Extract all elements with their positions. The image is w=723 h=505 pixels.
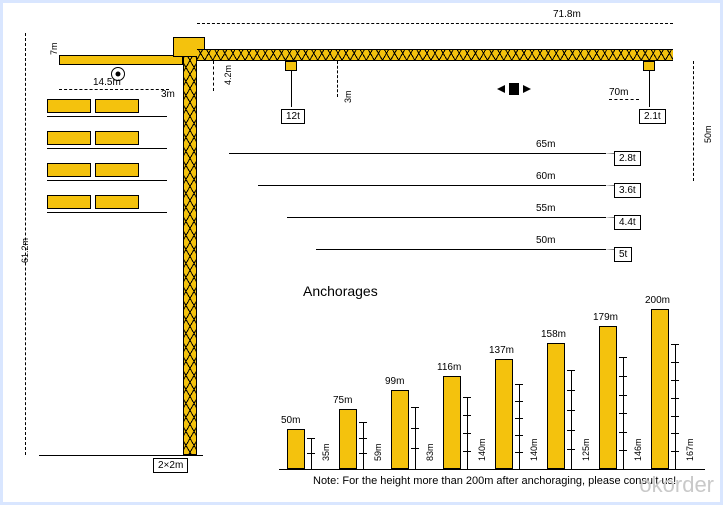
anchorage-bar (599, 326, 617, 469)
jib-length-label: 65m (536, 139, 555, 150)
anchorage-height-label: 99m (385, 376, 404, 387)
watermark: okorder (639, 472, 714, 498)
arrow-left-icon (497, 85, 505, 93)
anchorage-bar (495, 359, 513, 469)
counterweight (95, 131, 139, 145)
anchorage-span-label: 59m (373, 443, 383, 461)
jib-variant (258, 185, 606, 186)
counterweight (47, 99, 91, 113)
jib-capacity-label: 2.8t (614, 151, 641, 166)
arrow-right-icon (523, 85, 531, 93)
anchorage-height-label: 137m (489, 345, 514, 356)
crane-diagram: 12t 2.1t 71.8m 61.2m 7m 14.5m 4.2m 3m 3m… (0, 0, 723, 505)
load-label-outer: 2.1t (639, 109, 666, 124)
anchorage-baseline (279, 469, 705, 470)
anchorage-span-label: 83m (425, 443, 435, 461)
anchorage-height-label: 158m (541, 329, 566, 340)
jib-capacity-label: 5t (614, 247, 632, 262)
jib-variant (229, 153, 606, 154)
anchorage-bar (651, 309, 669, 469)
anchorage-height-label: 75m (333, 395, 352, 406)
counterweight (47, 163, 91, 177)
trolley-outer (643, 61, 655, 71)
anchorage-height-label: 200m (645, 295, 670, 306)
anchorage-span-label: 146m (633, 438, 643, 461)
jib-length-label: 50m (536, 235, 555, 246)
anchorage-height-label: 50m (281, 415, 300, 426)
trolley-inner (285, 61, 297, 71)
anchorage-height-label: 179m (593, 312, 618, 323)
dim-free-height (693, 61, 694, 181)
jib-length-label: 60m (536, 171, 555, 182)
counterweight (47, 131, 91, 145)
counterweight (95, 99, 139, 113)
anchorage-span-label: 140m (529, 438, 539, 461)
counterweight (95, 163, 139, 177)
jib-variant (316, 249, 606, 250)
anchorage-span-label: 35m (321, 443, 331, 461)
note-text: Note: For the height more than 200m afte… (313, 475, 676, 487)
counter-jib (59, 55, 183, 65)
anchorage-span-label: 125m (581, 438, 591, 461)
anchorage-bar (443, 376, 461, 469)
anchorage-span-label: 167m (685, 438, 695, 461)
jib-length-label: 55m (536, 203, 555, 214)
anchorage-bar (339, 409, 357, 469)
anchorage-span-label: 140m (477, 438, 487, 461)
anchorages-title: Anchorages (303, 283, 378, 299)
base-label: 2×2m (153, 458, 188, 473)
load-label-inner: 12t (281, 109, 305, 124)
anchorage-bar (547, 343, 565, 469)
dim-jib-radius (197, 23, 673, 24)
jib-variant (287, 217, 606, 218)
anchorage-bar (391, 390, 409, 469)
anchorage-bar (287, 429, 305, 469)
jib-capacity-label: 3.6t (614, 183, 641, 198)
counterweight (95, 195, 139, 209)
jib-capacity-label: 4.4t (614, 215, 641, 230)
anchorage-height-label: 116m (437, 362, 461, 373)
counterweight (47, 195, 91, 209)
